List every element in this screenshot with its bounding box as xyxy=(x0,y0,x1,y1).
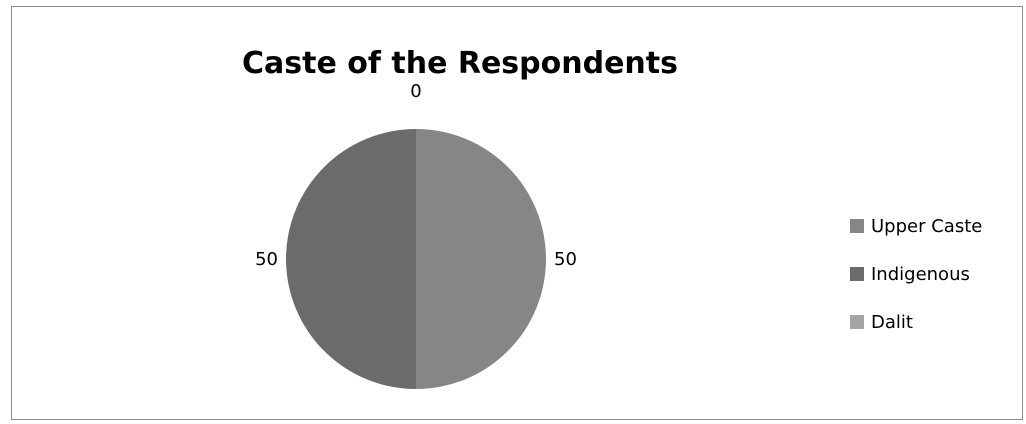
legend-item-dalit: Dalit xyxy=(850,312,913,333)
legend: Upper Caste Indigenous Dalit xyxy=(850,216,982,333)
chart-title: Caste of the Respondents xyxy=(242,46,678,81)
pie-slices xyxy=(286,129,546,389)
legend-item-upper-caste: Upper Caste xyxy=(850,216,982,237)
legend-item-indigenous: Indigenous xyxy=(850,264,970,285)
legend-swatch-upper-caste xyxy=(850,219,864,233)
legend-swatch-indigenous xyxy=(850,267,864,281)
data-label-indigenous: 50 xyxy=(255,249,278,270)
data-label-upper-caste: 50 xyxy=(554,249,577,270)
pie-data-labels: 50 50 0 xyxy=(255,81,577,270)
pie-slice-upper-caste xyxy=(416,129,546,389)
data-label-dalit: 0 xyxy=(410,81,421,102)
pie-chart: Caste of the Respondents 50 50 0 Upper Cas… xyxy=(242,46,982,389)
legend-label-dalit: Dalit xyxy=(871,312,913,333)
pie-slice-indigenous xyxy=(286,129,416,389)
legend-label-indigenous: Indigenous xyxy=(871,264,970,285)
legend-label-upper-caste: Upper Caste xyxy=(871,216,982,237)
chart-area: Caste of the Respondents 50 50 0 Upper Cas… xyxy=(11,6,1023,420)
legend-swatch-dalit xyxy=(850,315,864,329)
